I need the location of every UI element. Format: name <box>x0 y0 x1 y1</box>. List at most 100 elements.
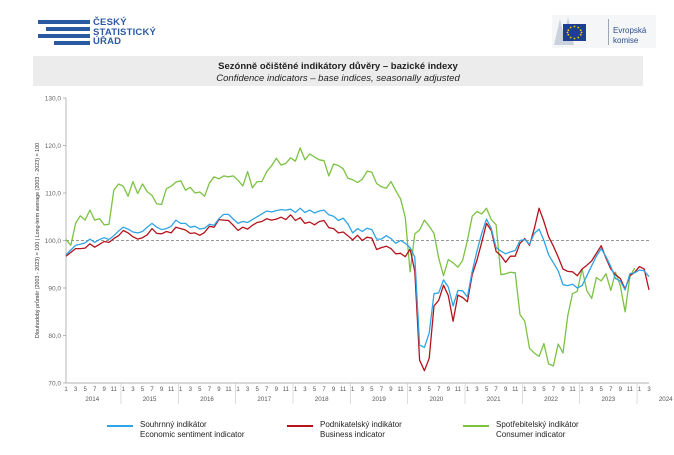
x-tick-label: 9 <box>619 387 623 393</box>
x-year-label: 2018 <box>315 396 329 403</box>
x-tick-label: 9 <box>561 387 565 393</box>
x-tick-label: 5 <box>255 387 259 393</box>
series-line-consumer <box>65 147 636 367</box>
x-tick-label: 9 <box>504 387 508 393</box>
x-tick-label: 7 <box>494 387 498 393</box>
x-tick-label: 1 <box>523 387 527 393</box>
x-year-label: 2022 <box>544 396 558 403</box>
x-year-label: 2017 <box>257 396 271 403</box>
x-tick-label: 11 <box>283 387 290 393</box>
series-line-business <box>65 207 650 372</box>
x-tick-label: 7 <box>93 387 97 393</box>
x-tick-label: 9 <box>389 387 393 393</box>
x-tick-label: 1 <box>294 387 298 393</box>
x-tick-label: 11 <box>168 387 175 393</box>
x-tick-label: 7 <box>380 387 384 393</box>
legend-swatch-business <box>287 425 313 427</box>
chart-subtitle: Confidence indicators – base indices, se… <box>216 73 460 84</box>
x-tick-label: 9 <box>332 387 336 393</box>
x-tick-label: 5 <box>83 387 87 393</box>
x-tick-label: 11 <box>627 387 634 393</box>
legend-label-cz: Souhrnný indikátor <box>140 420 207 429</box>
x-tick-label: 3 <box>533 387 537 393</box>
legend-label-en: Economic sentiment indicator <box>140 430 245 439</box>
x-tick-label: 7 <box>609 387 613 393</box>
x-tick-label: 1 <box>122 387 126 393</box>
x-tick-label: 1 <box>466 387 470 393</box>
line-chart: 70,0 80,0 90,0 100,0 110,0 120,0 130,0 Dlouhodo… <box>33 86 673 408</box>
legend-label-en: Business indicator <box>320 430 385 439</box>
x-year-label: 2020 <box>429 396 443 403</box>
x-tick-label: 3 <box>131 387 135 393</box>
x-tick-label: 9 <box>447 387 451 393</box>
title-box: Sezónně očištěné indikátory důvěry – baz… <box>33 56 643 86</box>
x-tick-label: 3 <box>418 387 422 393</box>
x-tick-label: 3 <box>361 387 365 393</box>
legend-label-en: Consumer indicator <box>496 430 566 439</box>
series-line-esi <box>65 207 650 349</box>
ec-logo-line: Evropská <box>613 26 647 35</box>
x-tick-label: 1 <box>179 387 183 393</box>
x-tick-label: 11 <box>340 387 347 393</box>
x-tick-label: 9 <box>160 387 164 393</box>
y-tick-label: 80,0 <box>48 333 61 340</box>
y-tick-label: 120,0 <box>45 143 62 150</box>
x-tick-label: 3 <box>647 387 651 393</box>
csu-logo-text: ČESKÝ STATISTICKÝ ÚŘAD <box>93 18 156 47</box>
x-year-label: 2023 <box>601 396 615 403</box>
x-tick-label: 5 <box>600 387 604 393</box>
ec-logo-line: komise <box>613 35 639 45</box>
x-tick-label: 3 <box>303 387 307 393</box>
legend-swatch-esi <box>107 425 133 427</box>
x-tick-label: 7 <box>208 387 212 393</box>
csu-logo-line: ÚŘAD <box>93 36 122 47</box>
x-tick-label: 3 <box>475 387 479 393</box>
y-tick-label: 70,0 <box>48 381 61 388</box>
csu-logo-line: ČESKÝ <box>93 17 127 28</box>
csu-logo-line: STATISTICKÝ <box>93 26 157 38</box>
legend-label-cz: Spotřebitelský indikátor <box>496 420 579 429</box>
header: ČESKÝ STATISTICKÝ ÚŘAD Evropská komise <box>0 0 674 56</box>
x-tick-label: 7 <box>322 387 326 393</box>
x-year-label: 2019 <box>372 396 386 403</box>
x-tick-label: 3 <box>246 387 250 393</box>
chart-title: Sezónně očištěné indikátory důvěry – baz… <box>218 61 458 72</box>
x-tick-label: 5 <box>485 387 489 393</box>
x-tick-label: 3 <box>189 387 193 393</box>
x-tick-label: 9 <box>275 387 279 393</box>
x-tick-label: 1 <box>408 387 412 393</box>
x-tick-label: 11 <box>569 387 576 393</box>
x-tick-label: 1 <box>64 387 68 393</box>
x-tick-label: 5 <box>198 387 202 393</box>
x-tick-label: 3 <box>74 387 78 393</box>
x-year-label: 2021 <box>487 396 501 403</box>
x-tick-label: 7 <box>150 387 154 393</box>
x-tick-label: 1 <box>236 387 240 393</box>
x-tick-label: 1 <box>351 387 355 393</box>
x-tick-label: 11 <box>512 387 519 393</box>
x-tick-label: 7 <box>552 387 556 393</box>
csu-logo-icon <box>38 20 90 45</box>
x-year-label: 2015 <box>143 396 157 403</box>
x-tick-label: 11 <box>455 387 462 393</box>
x-tick-label: 11 <box>225 387 232 393</box>
x-tick-label: 1 <box>580 387 584 393</box>
x-year-label: 2024 <box>659 396 673 403</box>
legend-swatch-consumer <box>463 425 489 427</box>
y-tick-label: 90,0 <box>48 286 61 293</box>
x-tick-label: 5 <box>542 387 546 393</box>
y-tick-label: 100,0 <box>45 238 62 245</box>
x-tick-label: 11 <box>111 387 118 393</box>
ec-logo-icon <box>552 15 656 48</box>
x-tick-label: 7 <box>437 387 441 393</box>
x-tick-label: 5 <box>370 387 374 393</box>
x-tick-label: 11 <box>397 387 404 393</box>
legend-label-cz: Podnikatelský indikátor <box>320 420 402 429</box>
x-year-label: 2016 <box>200 396 214 403</box>
x-tick-label: 9 <box>217 387 221 393</box>
x-tick-label: 9 <box>103 387 107 393</box>
y-tick-label: 110,0 <box>45 191 61 198</box>
x-tick-label: 5 <box>428 387 432 393</box>
x-tick-label: 5 <box>141 387 145 393</box>
ec-logo-text: Evropská komise <box>613 26 646 45</box>
